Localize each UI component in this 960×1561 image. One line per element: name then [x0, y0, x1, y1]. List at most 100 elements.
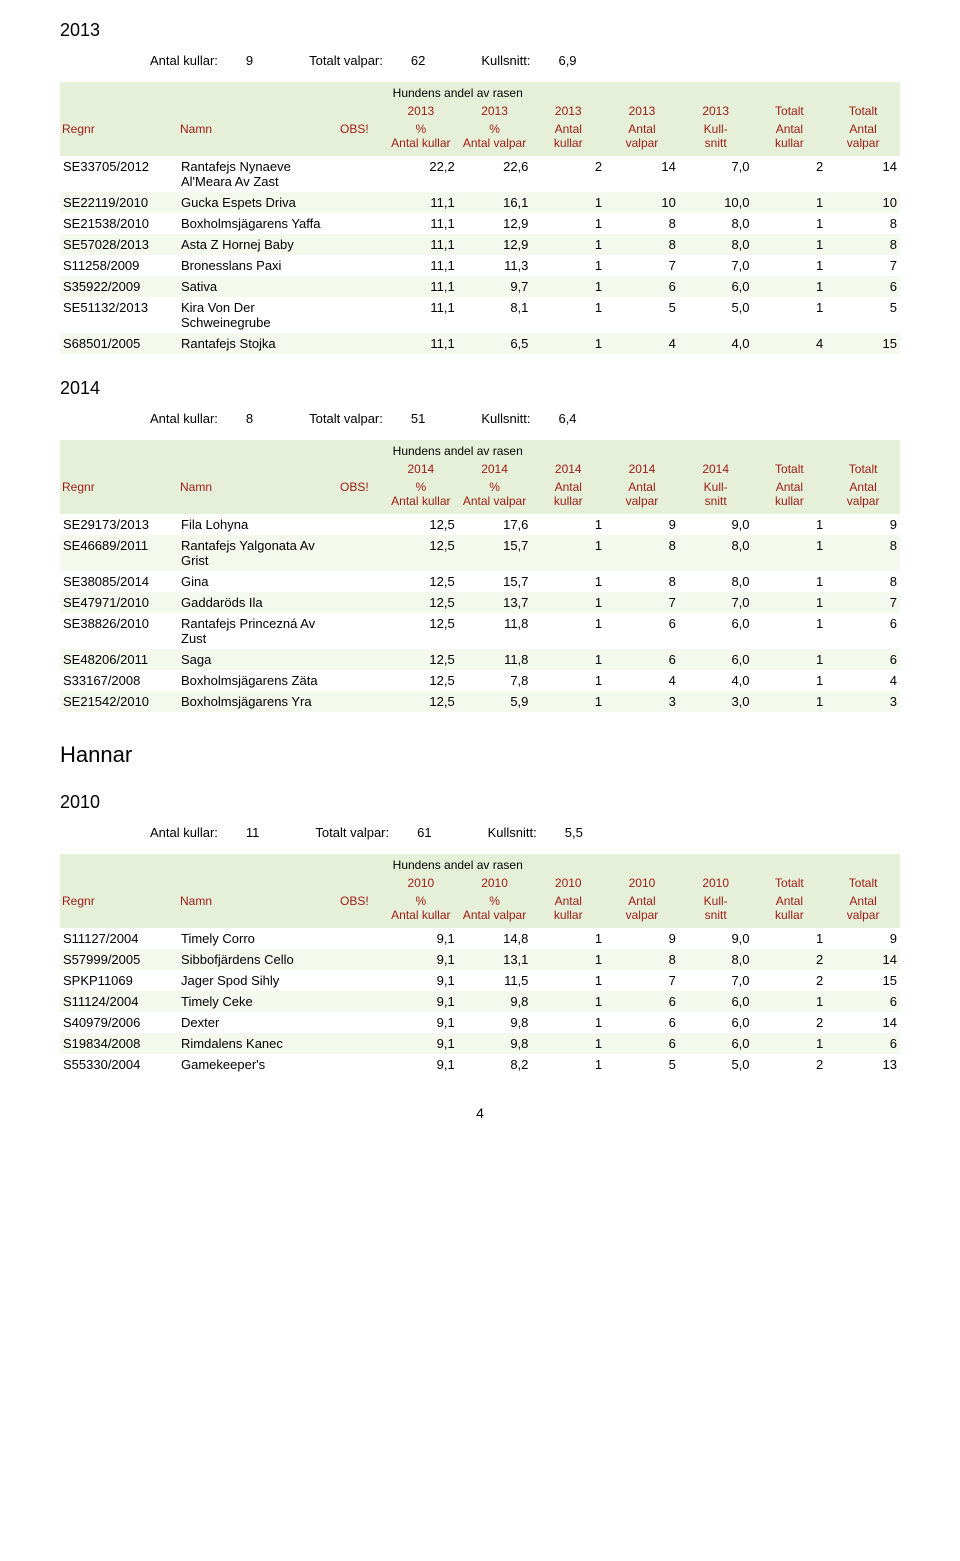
- cell-pct-valpar: 16,1: [458, 192, 532, 213]
- cell-tot-kullar: 2: [753, 1012, 827, 1033]
- super-header: Hundens andel av rasen: [384, 82, 531, 102]
- year-heading: 2010: [60, 792, 900, 813]
- cell-obs: [338, 297, 384, 333]
- cell-tot-valpar: 15: [826, 333, 900, 354]
- table-row: SE22119/2010Gucka Espets Driva11,116,111…: [60, 192, 900, 213]
- cell-pct-kullar: 9,1: [384, 1054, 458, 1075]
- cell-regnr: SE21538/2010: [60, 213, 178, 234]
- col-antal-kullar[interactable]: Antalkullar: [554, 480, 583, 508]
- cell-tot-kullar: 1: [753, 213, 827, 234]
- cell-kullsnitt: 9,0: [679, 514, 753, 535]
- table-row: S11258/2009Bronesslans Paxi11,111,3177,0…: [60, 255, 900, 276]
- cell-pct-valpar: 22,6: [458, 156, 532, 192]
- cell-pct-kullar: 12,5: [384, 592, 458, 613]
- cell-pct-kullar: 12,5: [384, 649, 458, 670]
- cell-kullsnitt: 3,0: [679, 691, 753, 712]
- data-table: Hundens andel av rasen201020102010201020…: [60, 854, 900, 1075]
- cell-antal-valpar: 7: [605, 255, 679, 276]
- col-tot-kullar[interactable]: Antalkullar: [775, 122, 804, 150]
- col-namn[interactable]: Namn: [178, 120, 338, 156]
- cell-antal-valpar: 14: [605, 156, 679, 192]
- col-tot-valpar[interactable]: Antalvalpar: [847, 480, 880, 508]
- cell-tot-valpar: 14: [826, 949, 900, 970]
- cell-pct-valpar: 12,9: [458, 234, 532, 255]
- col-kullsnitt[interactable]: Kull-snitt: [704, 894, 728, 922]
- col-obs[interactable]: OBS!: [338, 892, 384, 928]
- super-header: Hundens andel av rasen: [384, 440, 531, 460]
- cell-pct-valpar: 11,8: [458, 613, 532, 649]
- cell-tot-valpar: 8: [826, 213, 900, 234]
- cell-obs: [338, 156, 384, 192]
- cell-pct-kullar: 12,5: [384, 691, 458, 712]
- cell-tot-kullar: 2: [753, 949, 827, 970]
- cell-namn: Gina: [178, 571, 338, 592]
- cell-antal-valpar: 5: [605, 297, 679, 333]
- col-tot-kullar[interactable]: Antalkullar: [775, 894, 804, 922]
- table-row: SE21538/2010Boxholmsjägarens Yaffa11,112…: [60, 213, 900, 234]
- col-antal-valpar[interactable]: Antalvalpar: [626, 122, 659, 150]
- cell-pct-kullar: 9,1: [384, 1033, 458, 1054]
- cell-tot-kullar: 1: [753, 535, 827, 571]
- cell-tot-valpar: 4: [826, 670, 900, 691]
- cell-pct-kullar: 22,2: [384, 156, 458, 192]
- col-kullsnitt[interactable]: Kull-snitt: [704, 122, 728, 150]
- cell-pct-valpar: 8,2: [458, 1054, 532, 1075]
- cell-antal-valpar: 6: [605, 649, 679, 670]
- cell-regnr: SE47971/2010: [60, 592, 178, 613]
- cell-antal-kullar: 1: [531, 234, 605, 255]
- cell-antal-valpar: 8: [605, 571, 679, 592]
- col-antal-valpar[interactable]: Antalvalpar: [626, 894, 659, 922]
- cell-tot-kullar: 1: [753, 571, 827, 592]
- cell-tot-kullar: 1: [753, 649, 827, 670]
- cell-tot-valpar: 6: [826, 649, 900, 670]
- cell-pct-valpar: 11,5: [458, 970, 532, 991]
- col-antal-kullar[interactable]: Antalkullar: [554, 894, 583, 922]
- page-root: 2013Antal kullar:9Totalt valpar:62Kullsn…: [60, 20, 900, 1075]
- col-tot-valpar[interactable]: Antalvalpar: [847, 894, 880, 922]
- cell-tot-kullar: 1: [753, 234, 827, 255]
- cell-pct-valpar: 12,9: [458, 213, 532, 234]
- cell-antal-kullar: 1: [531, 970, 605, 991]
- cell-obs: [338, 1033, 384, 1054]
- col-tot-kullar[interactable]: Antalkullar: [775, 480, 804, 508]
- cell-pct-valpar: 15,7: [458, 535, 532, 571]
- col-namn[interactable]: Namn: [178, 478, 338, 514]
- cell-antal-valpar: 10: [605, 192, 679, 213]
- cell-pct-valpar: 14,8: [458, 928, 532, 949]
- cell-obs: [338, 333, 384, 354]
- column-label-row: RegnrNamnOBS!%Antal kullar%Antal valparA…: [60, 478, 900, 514]
- cell-pct-valpar: 9,8: [458, 1033, 532, 1054]
- cell-tot-valpar: 9: [826, 928, 900, 949]
- col-obs[interactable]: OBS!: [338, 120, 384, 156]
- table-row: SE38085/2014Gina12,515,7188,018: [60, 571, 900, 592]
- cell-antal-valpar: 8: [605, 213, 679, 234]
- col-kullsnitt[interactable]: Kull-snitt: [704, 480, 728, 508]
- cell-tot-valpar: 7: [826, 255, 900, 276]
- cell-pct-valpar: 9,7: [458, 276, 532, 297]
- cell-pct-valpar: 17,6: [458, 514, 532, 535]
- cell-antal-kullar: 1: [531, 592, 605, 613]
- cell-tot-kullar: 2: [753, 970, 827, 991]
- cell-pct-valpar: 8,1: [458, 297, 532, 333]
- cell-antal-valpar: 8: [605, 535, 679, 571]
- col-namn[interactable]: Namn: [178, 892, 338, 928]
- col-antal-kullar[interactable]: Antalkullar: [554, 122, 583, 150]
- cell-tot-valpar: 8: [826, 571, 900, 592]
- cell-antal-kullar: 2: [531, 156, 605, 192]
- cell-pct-kullar: 9,1: [384, 928, 458, 949]
- table-row: S11124/2004Timely Ceke9,19,8166,016: [60, 991, 900, 1012]
- cell-regnr: S35922/2009: [60, 276, 178, 297]
- col-regnr[interactable]: Regnr: [60, 892, 178, 928]
- col-obs[interactable]: OBS!: [338, 478, 384, 514]
- cell-antal-valpar: 7: [605, 970, 679, 991]
- col-regnr[interactable]: Regnr: [60, 120, 178, 156]
- cell-pct-kullar: 11,1: [384, 333, 458, 354]
- col-tot-valpar[interactable]: Antalvalpar: [847, 122, 880, 150]
- col-antal-valpar[interactable]: Antalvalpar: [626, 480, 659, 508]
- cell-antal-kullar: 1: [531, 613, 605, 649]
- cell-kullsnitt: 6,0: [679, 276, 753, 297]
- col-regnr[interactable]: Regnr: [60, 478, 178, 514]
- cell-obs: [338, 535, 384, 571]
- cell-antal-kullar: 1: [531, 213, 605, 234]
- cell-tot-valpar: 6: [826, 276, 900, 297]
